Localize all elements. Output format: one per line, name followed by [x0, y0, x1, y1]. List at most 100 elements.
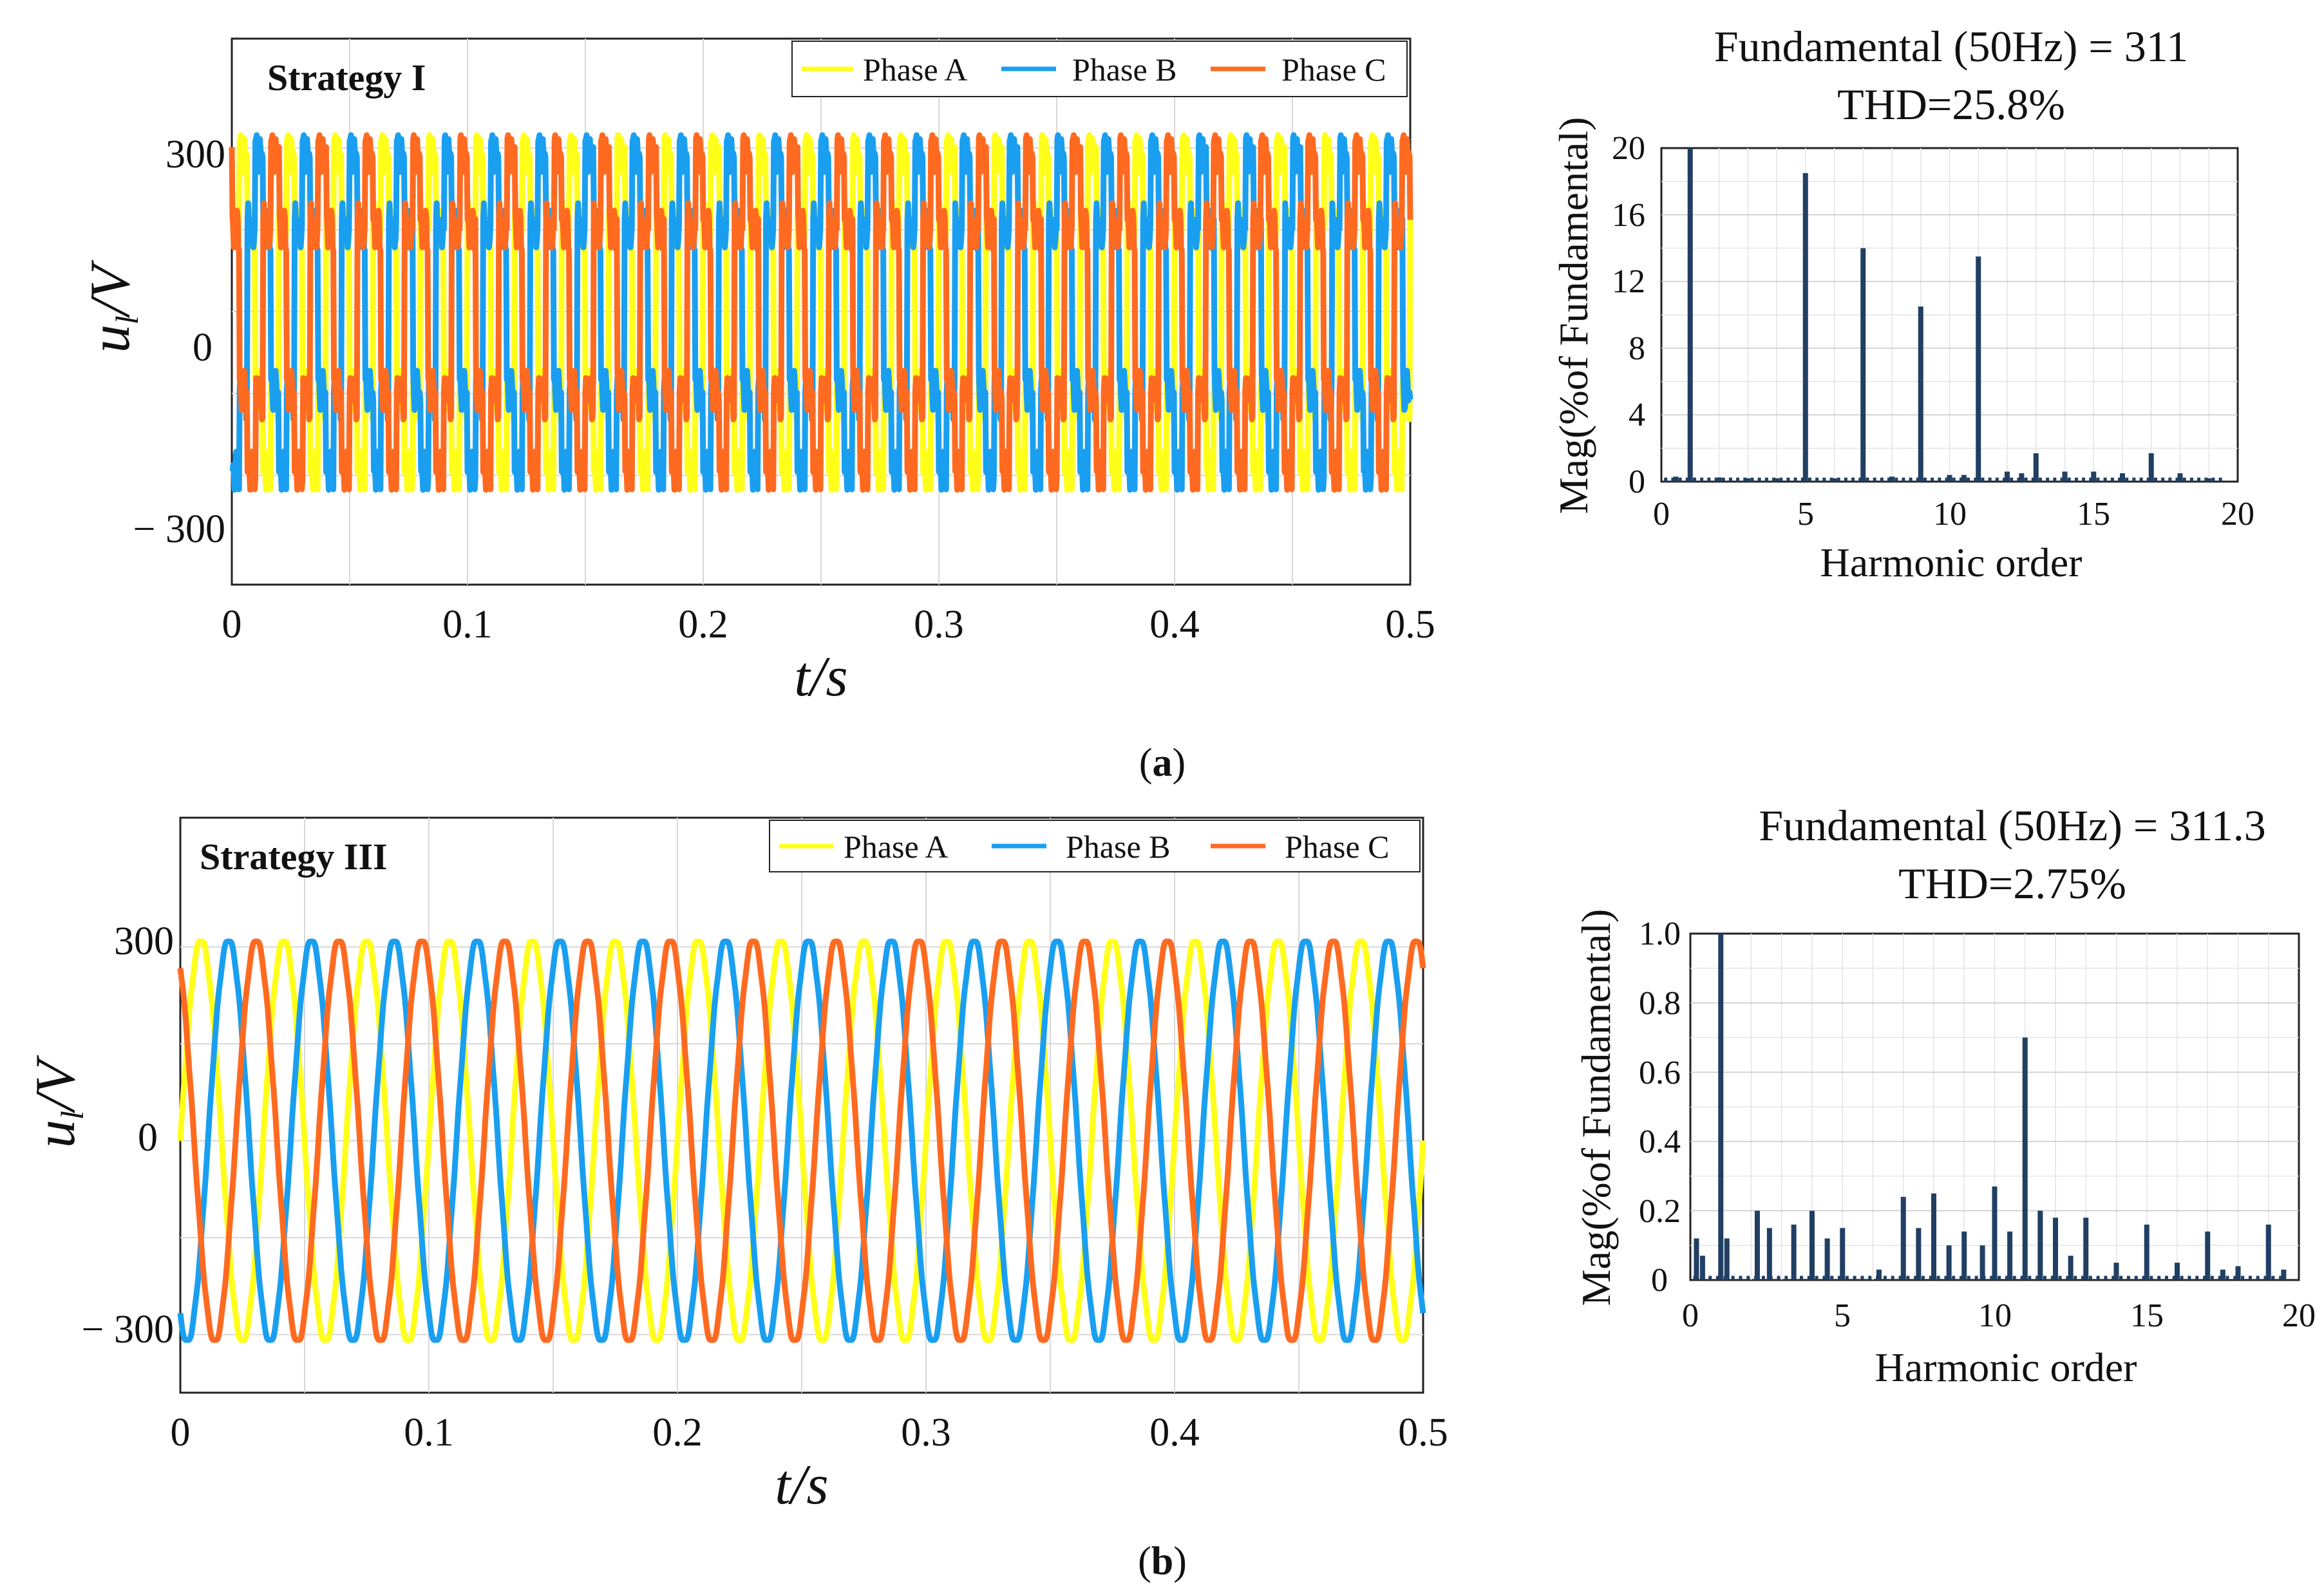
spectrum-bar-minor	[1764, 477, 1768, 482]
spectrum-bar	[1992, 1186, 1998, 1280]
spectrum-bar	[2281, 1269, 2287, 1280]
spectrum-bar-minor	[1974, 477, 1978, 482]
spectrum-bar-minor	[1678, 477, 1682, 482]
x-tick: 0.2	[652, 1411, 703, 1454]
spectrum-bar-minor	[2132, 477, 2136, 482]
spectrum-bar	[1947, 475, 1952, 482]
y-tick-0: 0	[193, 326, 213, 370]
y-tick-neg300: − 300	[133, 507, 225, 551]
spectrum-bar-minor	[1959, 477, 1963, 482]
spectrum-bar-minor	[1837, 477, 1840, 482]
spectrum-bar-minor	[1739, 1276, 1743, 1280]
spectrum-bar-minor	[1938, 477, 1941, 482]
spectrum-bar-minor	[2003, 477, 2007, 482]
series-line-phase-c	[229, 132, 1413, 493]
x-tick: 0	[171, 1411, 191, 1454]
spectrum-bar-minor	[1671, 477, 1675, 482]
spectrum-bar-minor	[1902, 477, 1905, 482]
spectrum-bar	[1918, 306, 1923, 482]
y-tick: 0.4	[1639, 1124, 1681, 1160]
spectrum-bar	[2005, 471, 2010, 482]
spectrum-bar-minor	[2074, 477, 2078, 482]
spectrum-bar-minor	[1750, 477, 1754, 482]
spectrum-bar-minor	[2161, 477, 2165, 482]
spectrum-bar-minor	[2089, 477, 2093, 482]
spectrum-bar-minor	[2096, 1276, 2100, 1280]
spectrum-bar-minor	[1761, 1276, 1765, 1280]
spectrum-bar-minor	[1960, 1276, 1963, 1280]
x-tick: 0	[222, 603, 242, 646]
spectrum-bar	[1979, 1245, 1985, 1280]
spectrum-bar	[1809, 1210, 1815, 1280]
x-tick: 0.1	[404, 1411, 454, 1454]
spectrum-bar	[1694, 1238, 1699, 1280]
spectrum-bar-minor	[1808, 477, 1811, 482]
spectrum-bar	[1889, 476, 1894, 482]
legend-phase-c: Phase C	[1281, 52, 1386, 88]
y-tick: 0.2	[1639, 1193, 1681, 1230]
spectrum-bar-minor	[1777, 1276, 1781, 1280]
y-axis-label: ul/V	[79, 259, 145, 353]
spectrum-bar	[1976, 256, 1981, 482]
legend-phase-a: Phase A	[863, 52, 968, 88]
x-axis-label: Harmonic order	[1875, 1344, 2137, 1390]
x-tick: 0.4	[1149, 1411, 1200, 1454]
spectrum-title-thd: THD=25.8%	[1837, 80, 2065, 129]
y-tick: 0	[1629, 464, 1645, 500]
spectrum-bar	[1916, 1228, 1922, 1280]
x-tick: 10	[1933, 496, 1967, 532]
spectrum-bar-minor	[2248, 1276, 2252, 1280]
spectrum-bar-minor	[1707, 477, 1711, 482]
spectrum-bar-minor	[1708, 1276, 1712, 1280]
spectrum-bar-minor	[1988, 477, 1992, 482]
waveform-chart-a: Phase A Phase B Phase C Strategy I 300 0…	[79, 37, 1435, 708]
spectrum-bar-minor	[1664, 477, 1668, 482]
x-tick: 10	[1978, 1297, 2012, 1334]
spectrum-bar-minor	[1838, 1276, 1842, 1280]
spectrum-bar-minor	[2139, 477, 2143, 482]
spectrum-bar-minor	[1981, 477, 1985, 482]
spectrum-bar-minor	[2053, 477, 2057, 482]
spectrum-bar-minor	[1936, 1276, 1940, 1280]
spectrum-bar-minor	[2066, 1276, 2070, 1280]
spectrum-bar-minor	[1998, 1276, 2001, 1280]
legend-phase-a: Phase A	[844, 829, 949, 865]
x-tick: 0.3	[901, 1411, 951, 1454]
panel-label-b: (b)	[1138, 1539, 1187, 1583]
spectrum-bar	[2265, 1224, 2271, 1280]
spectrum-bar-minor	[2211, 477, 2215, 482]
y-tick-300: 300	[165, 133, 225, 176]
x-tick: 0.5	[1398, 1411, 1448, 1454]
spectrum-bar-minor	[1851, 477, 1855, 482]
spectrum-bar	[2177, 473, 2183, 482]
spectrum-bar-minor	[2233, 1276, 2237, 1280]
x-tick: 0.3	[914, 603, 964, 646]
spectrum-bar-minor	[1844, 477, 1847, 482]
spectrum-bar-minor	[2038, 477, 2042, 482]
x-tick: 20	[2221, 496, 2254, 532]
spectrum-bar-minor	[1822, 477, 1826, 482]
y-tick-300: 300	[114, 919, 174, 963]
series-line-phase-c	[177, 938, 1426, 1343]
x-tick: 0.4	[1149, 603, 1200, 646]
spectrum-bar	[2235, 1266, 2241, 1280]
spectrum-bar-minor	[2134, 1276, 2138, 1280]
spectrum-bar-minor	[1909, 477, 1913, 482]
y-tick-0: 0	[138, 1116, 158, 1160]
spectrum-bar-minor	[1891, 1276, 1894, 1280]
spectrum-bar-minor	[2197, 477, 2201, 482]
spectrum-bar-minor	[2175, 477, 2179, 482]
spectrum-bar	[2205, 1231, 2211, 1280]
spectrum-bar-minor	[1952, 477, 1956, 482]
spectrum-bar-minor	[1815, 477, 1819, 482]
spectrum-bar-minor	[1721, 477, 1725, 482]
spectrum-bar	[1961, 1231, 1967, 1280]
spectrum-bar-minor	[1793, 477, 1797, 482]
y-tick: 8	[1629, 330, 1645, 367]
spectrum-bar-minor	[2172, 1276, 2176, 1280]
spectrum-bar-minor	[2271, 1276, 2275, 1280]
spectrum-bar-minor	[2118, 477, 2122, 482]
spectrum-bar-minor	[1731, 1276, 1735, 1280]
spectrum-bar	[1876, 1269, 1882, 1280]
